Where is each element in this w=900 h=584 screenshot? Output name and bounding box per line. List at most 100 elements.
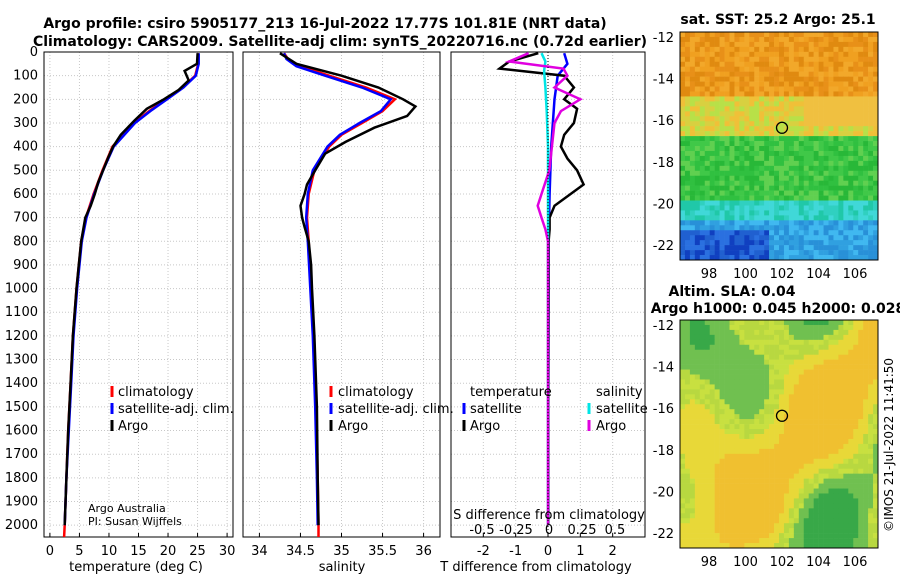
map-cell [754, 81, 760, 87]
map-cell [729, 136, 735, 142]
map-cell [828, 136, 834, 142]
map-cell [684, 424, 691, 430]
map-cell [848, 488, 854, 494]
map-cell [684, 478, 691, 484]
map-cell [788, 364, 795, 370]
map-cell [793, 155, 800, 162]
map-cell [744, 91, 750, 97]
map-cell [823, 324, 829, 331]
map-cell [759, 453, 765, 460]
map-cell [684, 61, 691, 67]
map-cell [828, 51, 834, 58]
map-cell [769, 384, 775, 390]
map-cell [704, 210, 710, 216]
map-cell [853, 359, 859, 365]
map-cell [699, 235, 706, 241]
map-cell [803, 150, 809, 157]
map-cell [689, 131, 696, 137]
map-cell [803, 339, 809, 346]
map-cell [833, 175, 839, 181]
map-cell [774, 483, 780, 489]
map-cell [838, 394, 844, 400]
map-cell [798, 404, 805, 410]
map-cell [744, 438, 750, 445]
map-cell [803, 121, 809, 127]
map-cell [769, 230, 775, 236]
map-frame [679, 31, 879, 261]
map-cell [793, 215, 800, 221]
map-cell [838, 96, 844, 102]
map-cell [838, 399, 844, 405]
map-cell [709, 384, 715, 390]
map-cell [848, 354, 854, 360]
map-cell [729, 448, 735, 455]
map-cell [813, 205, 819, 211]
map-cell [734, 240, 740, 246]
map-cell [793, 344, 800, 351]
map-cell [863, 76, 869, 82]
map-cell [823, 458, 829, 465]
map-cell [709, 528, 715, 534]
map-cell [759, 483, 765, 489]
map-cell [848, 255, 854, 261]
map-cell [828, 508, 834, 514]
map-cell [828, 96, 834, 102]
map-cell [793, 230, 800, 236]
map-cell [808, 508, 814, 514]
map-cell [783, 56, 790, 63]
map-cell [759, 379, 765, 385]
map-cell [813, 448, 819, 455]
map-cell [704, 91, 710, 97]
map-cell [769, 46, 775, 53]
map-cell [858, 349, 864, 355]
map-cell [744, 364, 750, 370]
s-difference-ticks: -0.5 -0.25 0 0.25 0.5 [469, 523, 625, 538]
map-cell [694, 195, 701, 201]
map-cell [764, 245, 770, 251]
map-cell [719, 409, 725, 415]
lat-tick-label: -14 [653, 361, 674, 376]
map-cell [818, 91, 824, 97]
map-cell [689, 121, 696, 127]
map-cell [714, 245, 720, 251]
map-cell [838, 369, 844, 375]
map-cell [838, 538, 844, 544]
map-cell [823, 220, 829, 226]
map-cell [818, 384, 824, 390]
map-cell [744, 195, 750, 201]
map-cell [853, 76, 859, 82]
map-cell [783, 379, 790, 385]
map-cell [873, 394, 879, 400]
map-cell [803, 379, 809, 385]
map-cell [714, 230, 720, 236]
map-cell [704, 443, 710, 450]
map-cell [833, 379, 839, 385]
map-cell [719, 399, 725, 405]
map-cell [684, 463, 691, 469]
map-cell [719, 131, 725, 137]
map-cell [813, 195, 819, 201]
map-cell [684, 339, 691, 346]
map-cell [734, 205, 740, 211]
map-cell [873, 493, 879, 499]
map-cell [694, 409, 701, 415]
map-cell [744, 46, 750, 53]
map-cell [868, 51, 874, 58]
map-cell [843, 523, 849, 529]
map-cell [813, 404, 819, 410]
map-cell [848, 483, 854, 489]
map-cell [769, 175, 775, 181]
map-cell [803, 170, 809, 177]
map-cell [764, 414, 770, 420]
map-cell [729, 126, 735, 132]
map-cell [729, 379, 735, 385]
map-cell [739, 46, 745, 53]
map-cell [818, 414, 824, 420]
map-cell [833, 394, 839, 400]
map-cell [694, 349, 701, 355]
lat-tick-label: -18 [653, 156, 674, 171]
map-cell [754, 175, 760, 181]
map-cell [873, 235, 879, 241]
map-cell [833, 32, 839, 38]
map-cell [704, 190, 710, 196]
